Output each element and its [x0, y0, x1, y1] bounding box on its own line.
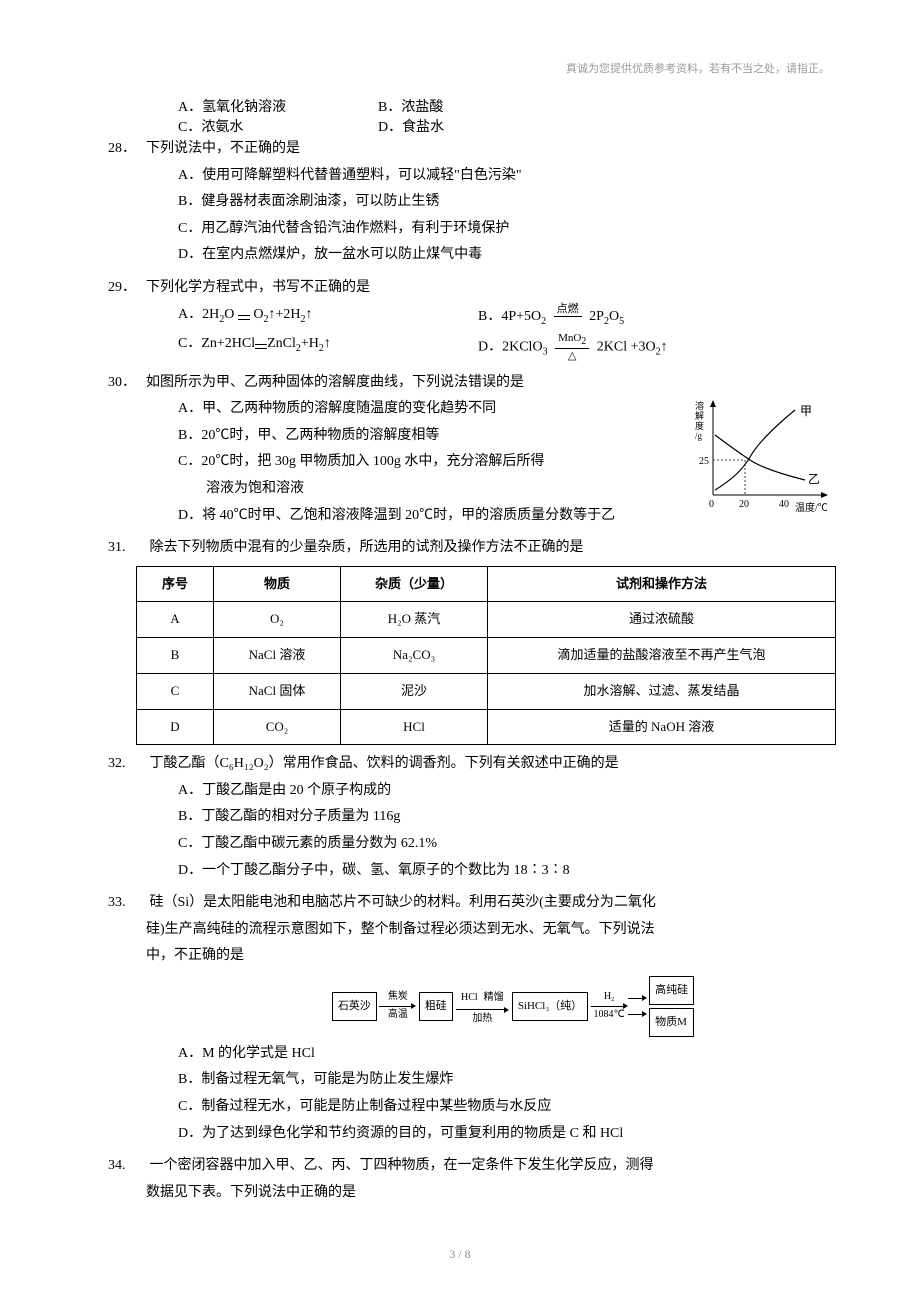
flow-node: 石英沙 [332, 992, 377, 1021]
q33-text2: 硅)生产高纯硅的流程示意图如下，整个制备过程必须达到无水、无氧气。下列说法 [146, 922, 655, 937]
q27-B: B．浓盐酸 [378, 96, 578, 116]
svg-text:20: 20 [739, 499, 749, 510]
document-page: 真诚为您提供优质参考资料，若有不当之处，请指正。 A．氢氧化钠溶液B．浓盐酸 C… [0, 0, 920, 1302]
svg-text:解: 解 [695, 410, 704, 421]
q33-C: C．制备过程无水，可能是防止制备过程中某些物质与水反应 [178, 1094, 830, 1121]
q33: 33. 硅（Si）是太阳能电池和电脑芯片不可缺少的材料。利用石英沙(主要成分为二… [146, 890, 830, 1147]
q32: 32. 丁酸乙酯（C₆H₁₂O₂）常用作食品、饮料的调香剂。下列有关叙述中正确的… [146, 751, 830, 884]
q32-C: C．丁酸乙酯中碳元素的质量分数为 62.1% [178, 831, 830, 858]
q28-text: 下列说法中，不正确的是 [146, 141, 300, 156]
q32-B: B．丁酸乙酯的相对分子质量为 116g [178, 804, 830, 831]
flow-node: 高纯硅 [649, 976, 694, 1005]
solubility-chart: 25 0 20 40 温度/℃ 甲 乙 溶 解 度 /g [695, 395, 835, 515]
q29-B: B．4P+5O2 点燃 2P2O5 [478, 302, 778, 332]
q31-table: 序号 物质 杂质（少量） 试剂和操作方法 AO₂H₂O 蒸汽通过浓硫酸 BNaC… [136, 566, 836, 745]
q32-D: D．一个丁酸乙酯分子中，碳、氢、氧原子的个数比为 18∶3∶8 [178, 858, 830, 885]
q34: 34. 一个密闭容器中加入甲、乙、丙、丁四种物质，在一定条件下发生化学反应，测得… [146, 1153, 830, 1206]
q28: 28．下列说法中，不正确的是 A．使用可降解塑料代替普通塑料，可以减轻"白色污染… [146, 136, 830, 269]
page-header: 真诚为您提供优质参考资料，若有不当之处，请指正。 [90, 60, 830, 76]
q29-A: A．2H2O O2↑+2H2↑ [178, 302, 478, 332]
q32-text: 丁酸乙酯（C₆H₁₂O₂）常用作食品、饮料的调香剂。下列有关叙述中正确的是 [146, 756, 619, 771]
svg-text:/g: /g [695, 431, 703, 441]
q30-num: 30． [108, 370, 146, 397]
table-header: 序号 物质 杂质（少量） 试剂和操作方法 [137, 566, 836, 602]
svg-text:甲: 甲 [800, 404, 812, 418]
q31-text: 除去下列物质中混有的少量杂质，所选用的试剂及操作方法不正确的是 [146, 540, 584, 555]
table-row: BNaCl 溶液Na₂CO₃滴加适量的盐酸溶液至不再产生气泡 [137, 638, 836, 674]
q29: 29．下列化学方程式中，书写不正确的是 A．2H2O O2↑+2H2↑ B．4P… [146, 275, 830, 364]
table-row: AO₂H₂O 蒸汽通过浓硫酸 [137, 602, 836, 638]
table-row: DCO₂HCl适量的 NaOH 溶液 [137, 709, 836, 745]
svg-text:乙: 乙 [808, 472, 820, 486]
flow-arrow: H₂ 1084℃ [590, 991, 628, 1021]
q28-B: B．健身器材表面涂刷油漆，可以防止生锈 [178, 189, 830, 216]
page-footer: 3 / 8 [0, 1247, 920, 1262]
q32-num: 32. [108, 751, 146, 778]
page-content: A．氢氧化钠溶液B．浓盐酸 C．浓氨水D．食盐水 28．下列说法中，不正确的是 … [90, 96, 830, 1206]
q28-C: C．用乙醇汽油代替含铅汽油作燃料，有利于环境保护 [178, 216, 830, 243]
svg-text:温度/℃: 温度/℃ [795, 501, 828, 514]
q28-A: A．使用可降解塑料代替普通塑料，可以减轻"白色污染" [178, 163, 830, 190]
q27-options: A．氢氧化钠溶液B．浓盐酸 C．浓氨水D．食盐水 [146, 96, 830, 136]
q29-C: C．Zn+2HClZnCl2+H2↑ [178, 331, 478, 363]
q27-D: D．食盐水 [378, 116, 578, 136]
q29-num: 29． [108, 275, 146, 302]
q27-A: A．氢氧化钠溶液 [178, 96, 378, 116]
svg-text:0: 0 [709, 499, 714, 510]
q31-num: 31. [108, 535, 146, 562]
flow-arrow: 焦炭 高温 [379, 991, 417, 1021]
flow-arrow: HCl精馏 加热 [455, 988, 510, 1025]
flow-node: SiHCl₃（纯） [512, 992, 588, 1021]
q34-text1: 一个密闭容器中加入甲、乙、丙、丁四种物质，在一定条件下发生化学反应，测得 [146, 1158, 654, 1173]
q28-D: D．在室内点燃煤炉，放一盆水可以防止煤气中毒 [178, 242, 830, 269]
svg-text:25: 25 [699, 456, 709, 467]
q33-text3: 中，不正确的是 [146, 948, 244, 963]
q33-num: 33. [108, 890, 146, 917]
q27-C: C．浓氨水 [178, 116, 378, 136]
flow-split-arrows [628, 995, 647, 1017]
q33-A: A．M 的化学式是 HCl [178, 1041, 830, 1068]
q33-B: B．制备过程无氧气，可能是为防止发生爆炸 [178, 1067, 830, 1094]
svg-text:40: 40 [779, 499, 789, 510]
q28-num: 28． [108, 136, 146, 163]
q33-D: D．为了达到绿色化学和节约资源的目的，可重复利用的物质是 C 和 HCl [178, 1121, 830, 1148]
q31: 31. 除去下列物质中混有的少量杂质，所选用的试剂及操作方法不正确的是 序号 物… [146, 535, 830, 745]
svg-text:度: 度 [695, 420, 704, 431]
table-row: CNaCl 固体泥沙加水溶解、过滤、蒸发结晶 [137, 673, 836, 709]
q29-text: 下列化学方程式中，书写不正确的是 [146, 280, 370, 295]
flow-diagram: 石英沙 焦炭 高温 粗硅 HCl精馏 加热 SiHCl₃（纯） H₂ 1084℃ [196, 976, 830, 1037]
q34-num: 34. [108, 1153, 146, 1180]
q34-text2: 数据见下表。下列说法中正确的是 [146, 1185, 356, 1200]
svg-text:溶: 溶 [695, 400, 704, 411]
flow-node: 粗硅 [419, 992, 453, 1021]
flow-node: 物质M [649, 1008, 694, 1037]
chart-svg: 25 0 20 40 温度/℃ 甲 乙 溶 解 度 /g [695, 395, 835, 515]
q29-D: D．2KClO3 MnO2△ 2KCl +3O2↑ [478, 331, 778, 363]
q32-A: A．丁酸乙酯是由 20 个原子构成的 [178, 778, 830, 805]
q33-text1: 硅（Si）是太阳能电池和电脑芯片不可缺少的材料。利用石英沙(主要成分为二氧化 [146, 895, 656, 910]
q30-text: 如图所示为甲、乙两种固体的溶解度曲线，下列说法错误的是 [146, 375, 524, 390]
